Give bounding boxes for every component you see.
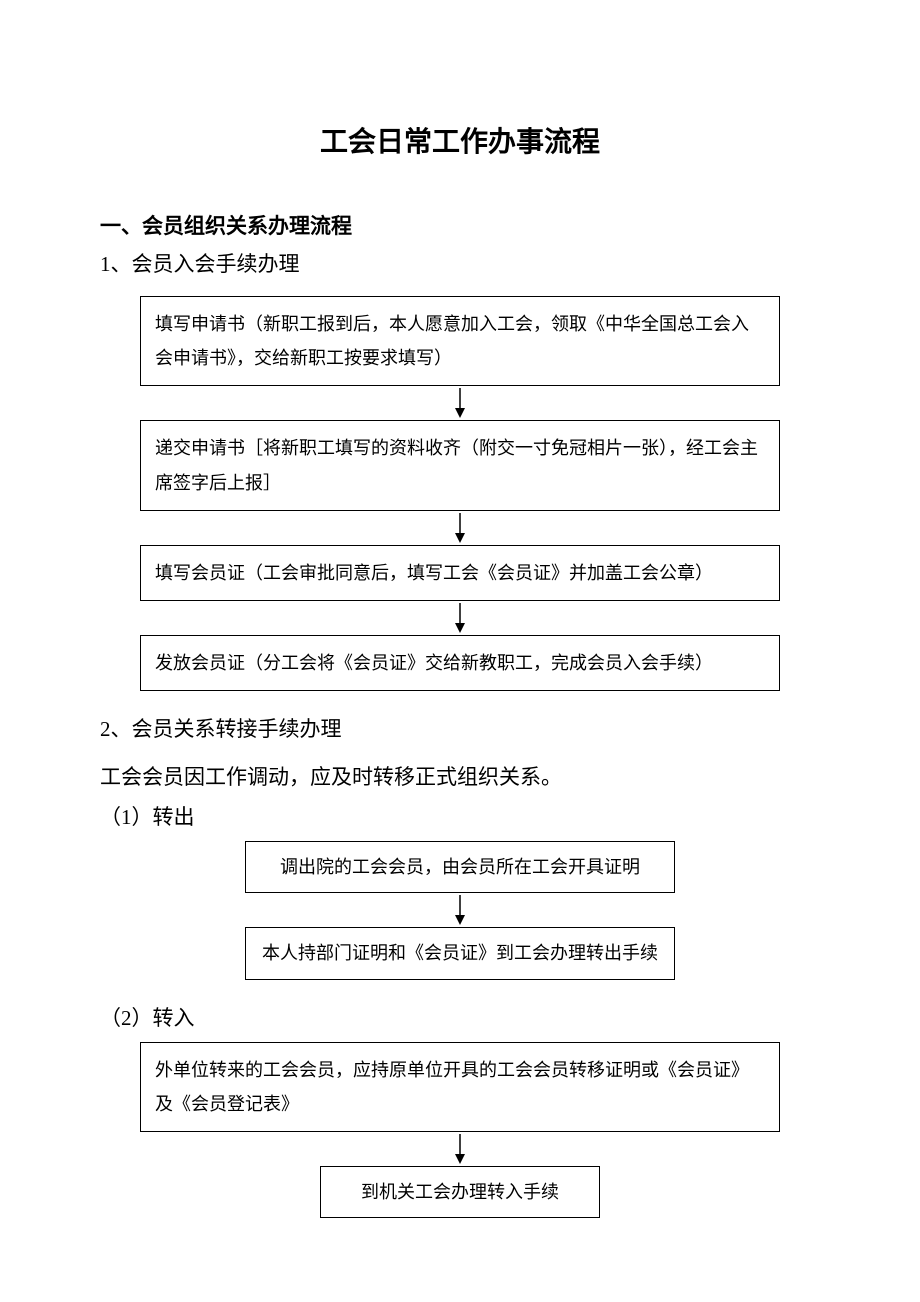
flow-step: 递交申请书［将新职工填写的资料收齐（附交一寸免冠相片一张），经工会主席签字后上报… [140,420,780,510]
arrow-down-icon [453,1132,467,1166]
arrow-down-icon [453,601,467,635]
subsection-1-2-label: 2、会员关系转接手续办理 [100,713,820,743]
arrow-down-icon [453,893,467,927]
flow-step: 本人持部门证明和《会员证》到工会办理转出手续 [245,927,675,979]
flow-step: 填写会员证（工会审批同意后，填写工会《会员证》并加盖工会公章） [140,545,780,601]
arrow-down-icon [453,511,467,545]
flow-step: 到机关工会办理转入手续 [320,1166,600,1218]
flow-step: 发放会员证（分工会将《会员证》交给新教职工，完成会员入会手续） [140,635,780,691]
arrow-down-icon [453,386,467,420]
transfer-in-label: （2）转入 [100,1002,820,1032]
flowchart-transfer-in: 外单位转来的工会会员，应持原单位开具的工会会员转移证明或《会员证》及《会员登记表… [100,1042,820,1219]
document-title: 工会日常工作办事流程 [100,120,820,160]
flow-step: 调出院的工会会员，由会员所在工会开具证明 [245,841,675,893]
subsection-1-1-label: 1、会员入会手续办理 [100,248,820,278]
transfer-out-label: （1）转出 [100,801,820,831]
flow-step: 填写申请书（新职工报到后，本人愿意加入工会，领取《中华全国总工会入会申请书》，交… [140,296,780,386]
flow-step: 外单位转来的工会会员，应持原单位开具的工会会员转移证明或《会员证》及《会员登记表… [140,1042,780,1132]
flowchart-enrollment: 填写申请书（新职工报到后，本人愿意加入工会，领取《中华全国总工会入会申请书》，交… [100,296,820,691]
flowchart-transfer-out: 调出院的工会会员，由会员所在工会开具证明 本人持部门证明和《会员证》到工会办理转… [100,841,820,979]
section-1-heading: 一、会员组织关系办理流程 [100,210,820,240]
subsection-1-2-intro: 工会会员因工作调动，应及时转移正式组织关系。 [100,761,820,791]
